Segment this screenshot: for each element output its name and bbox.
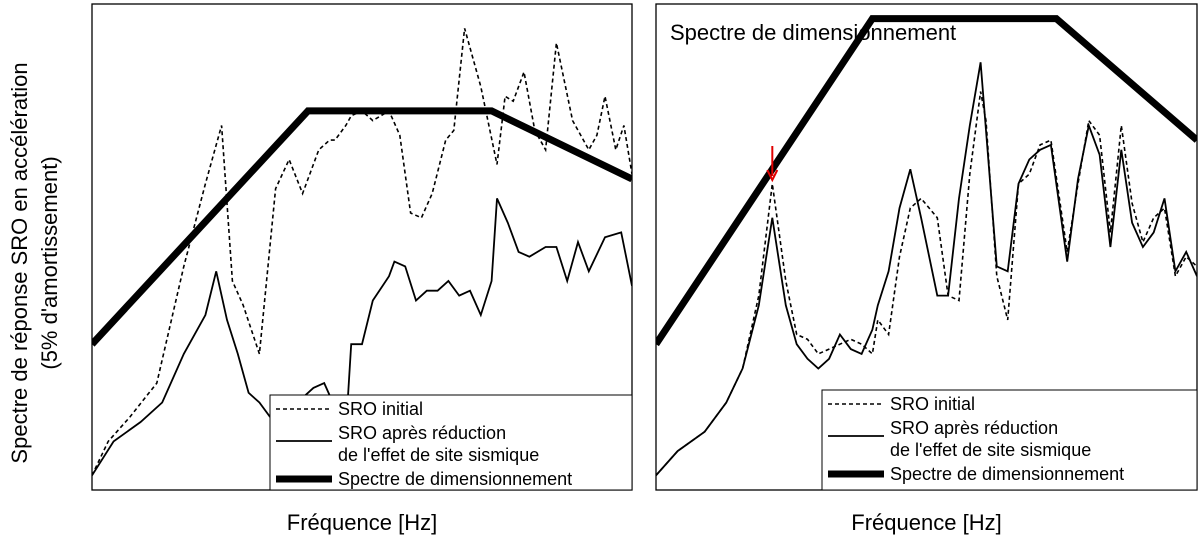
- right-series-spectre-de-dimensionnement: [656, 15, 1197, 347]
- left-x-axis-label: Fréquence [Hz]: [287, 510, 437, 535]
- right-legend-label-design-spectrum: Spectre de dimensionnement: [890, 464, 1124, 484]
- left-chart-panel: Fréquence [Hz] SRO initial SRO après réduc…: [91, 3, 633, 535]
- right-legend-box: [821, 389, 1198, 491]
- left-legend-label-design-spectrum: Spectre de dimensionnement: [338, 469, 572, 489]
- left-legend-box: [269, 394, 633, 491]
- right-series-sro-initial: [656, 91, 1197, 476]
- right-legend-label-sro-initial: SRO initial: [890, 394, 975, 414]
- right-series-sro-apres-reduction-de-l-effet-de-site-sismique: [656, 62, 1197, 476]
- left-legend-label-sro-reduced: SRO après réduction de l'effet de site si…: [338, 423, 539, 465]
- left-legend-label-sro-initial: SRO initial: [338, 399, 423, 419]
- right-legend: SRO initial SRO après réduction de l'effet…: [821, 389, 1198, 491]
- right-annotation-arrow-head: [766, 169, 779, 183]
- right-chart-panel: Spectre de dimensionnement Fréquence [Hz]…: [655, 3, 1198, 535]
- y-axis-label-line1: Spectre de réponse SRO en accélération: [7, 62, 32, 463]
- left-series-sro-apres-reduction-de-l-effet-de-site-sismique: [92, 198, 632, 476]
- left-series-spectre-de-dimensionnement: [92, 107, 632, 347]
- right-chart-title: Spectre de dimensionnement: [670, 20, 956, 45]
- left-series-sro-initial: [92, 28, 632, 476]
- right-x-axis-label: Fréquence [Hz]: [851, 510, 1001, 535]
- left-legend: SRO initial SRO après réduction de l'effet…: [269, 394, 633, 491]
- y-axis-label-line2: (5% d'amortissement): [37, 156, 62, 369]
- right-legend-label-sro-reduced: SRO après réduction de l'effet de site si…: [890, 418, 1091, 460]
